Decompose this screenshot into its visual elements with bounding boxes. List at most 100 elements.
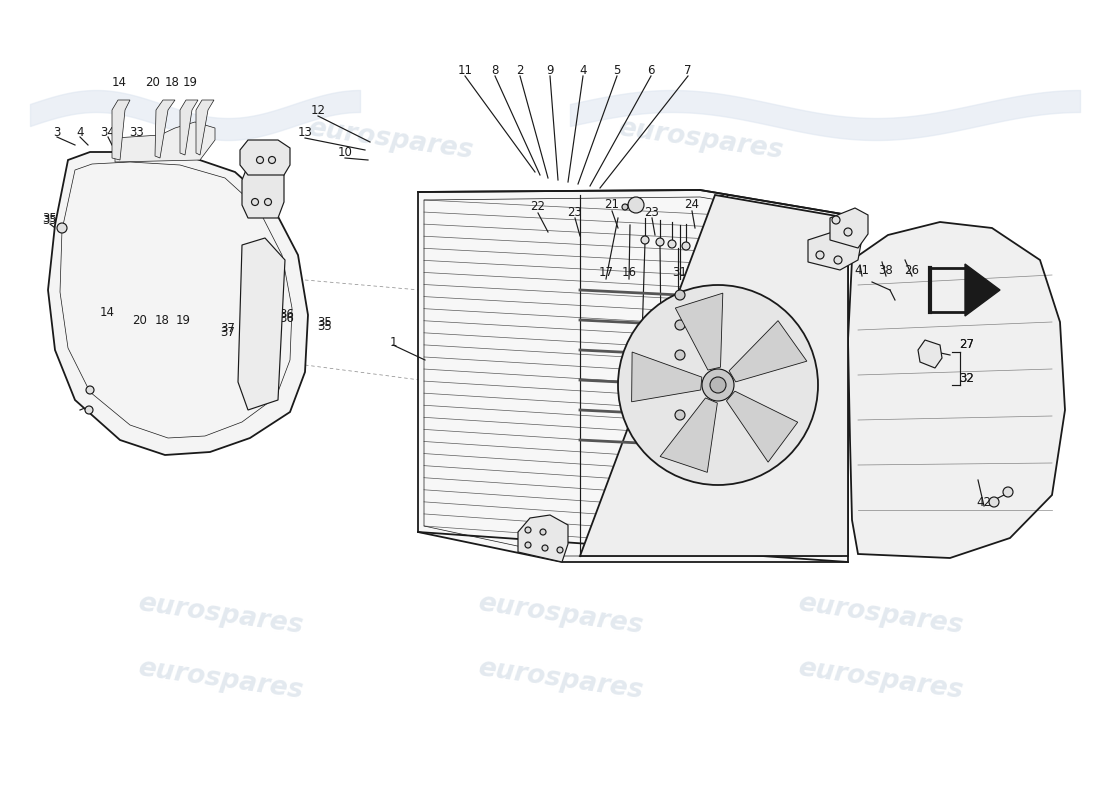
Polygon shape	[918, 340, 942, 368]
Text: 24: 24	[684, 198, 700, 211]
Text: 39: 39	[813, 263, 827, 277]
Text: eurospares: eurospares	[795, 655, 965, 705]
Text: eurospares: eurospares	[475, 590, 645, 639]
Text: 10: 10	[338, 146, 352, 158]
Text: 32: 32	[959, 371, 975, 385]
Text: 14: 14	[111, 75, 126, 89]
Circle shape	[710, 377, 726, 393]
Circle shape	[844, 228, 852, 236]
Circle shape	[702, 369, 734, 401]
Circle shape	[542, 545, 548, 551]
Polygon shape	[518, 515, 568, 562]
Circle shape	[675, 320, 685, 330]
Circle shape	[86, 386, 94, 394]
Text: 18: 18	[165, 75, 179, 89]
Text: 35: 35	[318, 319, 332, 333]
Text: 36: 36	[279, 311, 295, 325]
Polygon shape	[116, 122, 214, 162]
Polygon shape	[196, 100, 214, 155]
Circle shape	[675, 290, 685, 300]
Text: 12: 12	[310, 103, 326, 117]
Circle shape	[618, 285, 818, 485]
Polygon shape	[808, 228, 862, 270]
Text: 8: 8	[492, 63, 498, 77]
Text: 27: 27	[959, 338, 975, 351]
Text: 14: 14	[99, 306, 114, 318]
Text: 40: 40	[835, 263, 849, 277]
Text: 25: 25	[718, 194, 734, 206]
Text: 17: 17	[598, 266, 614, 279]
Text: 19: 19	[176, 314, 190, 326]
Polygon shape	[180, 100, 198, 155]
Circle shape	[252, 198, 258, 206]
Circle shape	[85, 406, 94, 414]
Text: 36: 36	[257, 303, 273, 317]
Text: 23: 23	[645, 206, 659, 218]
Polygon shape	[660, 398, 717, 472]
Text: 35: 35	[43, 211, 57, 225]
Text: 15: 15	[727, 266, 742, 279]
Polygon shape	[580, 195, 848, 556]
Text: eurospares: eurospares	[135, 590, 305, 639]
Polygon shape	[242, 165, 284, 218]
Text: 18: 18	[155, 314, 169, 326]
Circle shape	[57, 223, 67, 233]
Text: 41: 41	[855, 263, 869, 277]
Text: 37: 37	[221, 326, 235, 338]
Text: 30: 30	[671, 326, 685, 338]
Text: 4: 4	[76, 126, 84, 138]
Circle shape	[682, 242, 690, 250]
Text: 38: 38	[879, 263, 893, 277]
Polygon shape	[238, 238, 285, 410]
Circle shape	[621, 204, 628, 210]
Circle shape	[540, 529, 546, 535]
Text: 26: 26	[904, 263, 920, 277]
Polygon shape	[631, 352, 702, 402]
Text: 34: 34	[100, 126, 116, 138]
Text: eurospares: eurospares	[616, 115, 784, 165]
Text: 27: 27	[959, 338, 975, 351]
Text: 5: 5	[614, 63, 620, 77]
Polygon shape	[112, 100, 130, 160]
Circle shape	[989, 497, 999, 507]
Text: 23: 23	[568, 206, 582, 218]
Text: 13: 13	[298, 126, 312, 138]
Text: 4: 4	[580, 63, 586, 77]
Circle shape	[628, 197, 643, 213]
Text: 22: 22	[530, 201, 546, 214]
Circle shape	[816, 251, 824, 259]
Polygon shape	[240, 140, 290, 175]
Text: 28: 28	[635, 326, 649, 338]
Text: 20: 20	[145, 75, 161, 89]
Text: 7: 7	[684, 63, 692, 77]
Text: 31: 31	[672, 266, 688, 279]
Text: 6: 6	[647, 63, 654, 77]
Text: 36: 36	[253, 295, 267, 309]
Polygon shape	[848, 222, 1065, 558]
Text: 31: 31	[689, 326, 703, 338]
Text: 30: 30	[698, 266, 714, 279]
Circle shape	[675, 440, 685, 450]
Text: 16: 16	[621, 266, 637, 279]
Text: 21: 21	[605, 198, 619, 211]
Circle shape	[675, 350, 685, 360]
Circle shape	[1003, 487, 1013, 497]
Text: eurospares: eurospares	[306, 115, 474, 165]
Text: 37: 37	[221, 322, 235, 334]
Circle shape	[656, 238, 664, 246]
Circle shape	[525, 527, 531, 533]
Circle shape	[268, 157, 275, 163]
Circle shape	[668, 240, 676, 248]
Polygon shape	[418, 190, 848, 562]
Text: eurospares: eurospares	[475, 655, 645, 705]
Text: 36: 36	[279, 309, 295, 322]
Text: 3: 3	[53, 126, 60, 138]
Polygon shape	[726, 391, 798, 462]
Text: 35: 35	[43, 214, 57, 226]
Text: eurospares: eurospares	[135, 655, 305, 705]
Text: 35: 35	[318, 317, 332, 330]
Text: 42: 42	[977, 495, 991, 509]
Circle shape	[834, 256, 842, 264]
Text: 29: 29	[653, 326, 669, 338]
Text: 11: 11	[458, 63, 473, 77]
